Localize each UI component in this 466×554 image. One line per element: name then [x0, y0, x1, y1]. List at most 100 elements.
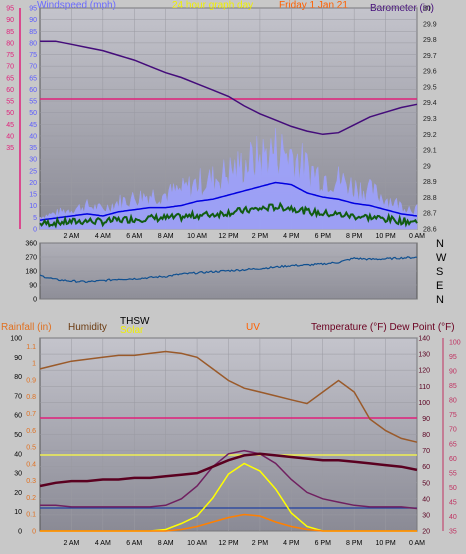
uv-label: UV	[246, 322, 260, 333]
dewpoint-tick-label: 75	[449, 412, 457, 419]
dewpoint-tick-label: 35	[449, 529, 457, 536]
temp-tick-label: 120	[418, 368, 430, 375]
barometer-tick-label: 29.8	[423, 37, 437, 44]
rainfall-label: Rainfall (in)	[1, 322, 52, 333]
barometer-tick-label: 29.4	[423, 100, 437, 107]
wind-tick-label: 0	[33, 227, 37, 234]
humidity-tick-label: 10	[14, 509, 22, 516]
time-tick-label: 8 PM	[346, 233, 363, 240]
barometer-label: Barometer (in)	[370, 3, 434, 14]
wind-tick-label: 40	[29, 133, 37, 140]
rain-tick-label: 0.5	[26, 445, 36, 452]
wind-tick-label: 75	[29, 52, 37, 59]
rain-tick-label: 0.1	[26, 512, 36, 519]
wind-tick-label: 15	[29, 192, 37, 199]
barometer-tick-label: 29.5	[423, 84, 437, 91]
rain-tick-label: 0.8	[26, 394, 36, 401]
barometer-tick-label: 30	[423, 6, 431, 13]
temp-tick-label: 140	[418, 336, 430, 343]
thsw-series	[40, 449, 418, 510]
humidity-tick-label: 90	[14, 355, 22, 362]
time-tick-label: 2 PM	[252, 233, 269, 240]
time-tick-label: 10 AM	[187, 233, 207, 240]
temp-tick-label: 130	[418, 352, 430, 359]
humidity-tick-label: 40	[14, 451, 22, 458]
humidity-tick-label: 60	[14, 413, 22, 420]
dewpoint-tick-label: 90	[449, 369, 457, 376]
direction-tick-label: 360	[25, 241, 37, 248]
barometer-tick-label: 29.1	[423, 148, 437, 155]
dewpoint-tick-label: 70	[449, 427, 457, 434]
time-tick-label: 6 AM	[126, 233, 142, 240]
humidity-tick-label: 20	[14, 490, 22, 497]
lower-time-tick-label: 2 AM	[63, 540, 79, 547]
wind-pink-tick-label: 35	[6, 145, 14, 152]
wind-tick-label: 45	[29, 122, 37, 129]
barometer-tick-label: 29	[423, 163, 431, 170]
dewpoint-tick-label: 85	[449, 383, 457, 390]
dewpoint-tick-label: 95	[449, 354, 457, 361]
time-tick-label: 0 AM	[409, 233, 425, 240]
wind-tick-label: 90	[29, 17, 37, 24]
wind-tick-label: 5	[33, 215, 37, 222]
humidity-tick-label: 30	[14, 471, 22, 478]
rain-tick-label: 0.6	[26, 428, 36, 435]
lower-time-tick-label: 6 PM	[315, 540, 332, 547]
lower-time-tick-label: 4 AM	[95, 540, 111, 547]
wind-direction-series	[39, 256, 417, 284]
wind-pink-tick-label: 85	[6, 29, 14, 36]
rain-tick-label: 0.9	[26, 377, 36, 384]
wind-tick-label: 30	[29, 157, 37, 164]
wind-gust-series	[39, 128, 418, 230]
solar-label: Solar	[120, 325, 144, 336]
lower-time-tick-label: 8 PM	[346, 540, 363, 547]
rain-tick-label: 0.3	[26, 478, 36, 485]
dewpoint-tick-label: 60	[449, 456, 457, 463]
temp-tick-label: 90	[422, 416, 430, 423]
barometer-tick-label: 29.2	[423, 132, 437, 139]
humidity-tick-label: 100	[10, 336, 22, 343]
wind-pink-tick-label: 60	[6, 87, 14, 94]
dewpoint-tick-label: 45	[449, 499, 457, 506]
graph-title: 24 hour graph day	[172, 0, 253, 11]
temp-tick-label: 30	[422, 512, 430, 519]
time-tick-label: 8 AM	[158, 233, 174, 240]
barometer-tick-label: 28.9	[423, 179, 437, 186]
uv-series	[40, 513, 417, 532]
wind-tick-label: 55	[29, 99, 37, 106]
rain-tick-label: 1	[32, 361, 36, 368]
barometer-tick-label: 29.6	[423, 69, 437, 76]
barometer-tick-label: 28.6	[423, 227, 437, 234]
lower-time-tick-label: 12 PM	[218, 540, 238, 547]
lower-time-tick-label: 8 AM	[158, 540, 174, 547]
humidity-tick-label: 80	[14, 374, 22, 381]
compass-label: N	[436, 294, 444, 306]
lower-time-tick-label: 10 AM	[187, 540, 207, 547]
humidity-label: Humidity	[68, 322, 107, 333]
barometer-tick-label: 29.7	[423, 53, 437, 60]
lower-time-tick-label: 4 PM	[283, 540, 300, 547]
lower-time-tick-label: 6 AM	[126, 540, 142, 547]
wind-pink-tick-label: 50	[6, 110, 14, 117]
wind-pink-tick-label: 65	[6, 75, 14, 82]
dewpoint-tick-label: 80	[449, 398, 457, 405]
temp-tick-label: 110	[419, 384, 430, 391]
direction-tick-label: 270	[25, 255, 37, 262]
wind-pink-tick-label: 70	[6, 64, 14, 71]
lower-time-tick-label: 10 PM	[375, 540, 395, 547]
wind-low-series	[39, 201, 418, 229]
thsw-label: THSW	[120, 316, 150, 327]
temp-tick-label: 60	[422, 464, 430, 471]
dewpoint-tick-label: 50	[449, 485, 457, 492]
wind-pink-tick-label: 55	[6, 99, 14, 106]
direction-tick-label: 180	[25, 269, 37, 276]
wind-tick-label: 50	[29, 110, 37, 117]
compass-label: E	[436, 280, 443, 292]
rain-tick-label: 1.1	[26, 344, 36, 351]
wind-pink-tick-label: 40	[6, 133, 14, 140]
time-tick-label: 4 PM	[283, 233, 300, 240]
wind-tick-label: 95	[29, 6, 37, 13]
rain-tick-label: 0.2	[26, 495, 36, 502]
time-tick-label: 6 PM	[315, 233, 332, 240]
